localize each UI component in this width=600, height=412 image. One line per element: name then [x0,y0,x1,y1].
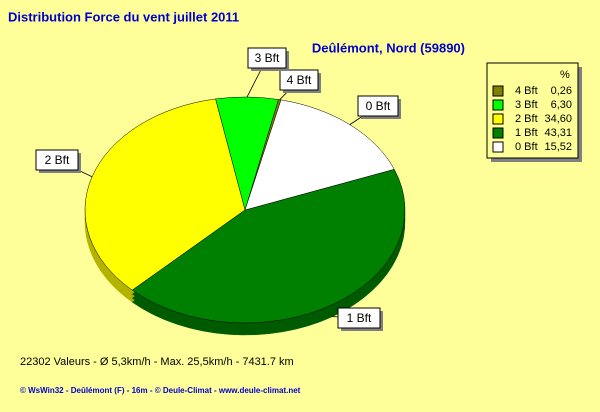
legend-value: 6,30 [551,99,572,111]
label-box [357,95,399,117]
slice-label: 2 Bft [45,153,70,167]
legend-value: 0,26 [551,85,572,97]
legend-label: 4 Bft [515,85,538,97]
chart-title: Distribution Force du vent juillet 2011 [8,9,239,24]
legend-value: 34,60 [544,113,572,125]
label-box [337,307,381,329]
footer-stats: 22302 Valeurs - Ø 5,3km/h - Max. 25,5km/… [20,356,294,368]
slice-label: 3 Bft [255,51,280,65]
legend-value: 43,31 [544,127,572,139]
legend-label: 0 Bft [515,141,538,153]
slice [244,99,395,211]
legend-header: % [560,69,570,81]
label-box [279,69,319,91]
legend-label: 2 Bft [515,113,538,125]
slice-label: 0 Bft [366,99,391,113]
chart-subtitle: Deûlémont, Nord (59890) [312,40,465,55]
legend-swatch [492,85,504,97]
legend-swatch [492,113,504,125]
label-box [35,149,79,171]
legend-label: 3 Bft [515,99,538,111]
legend-label: 1 Bft [515,127,538,139]
legend-value: 15,52 [544,141,572,153]
legend-swatch [492,141,504,153]
label-box [247,47,287,69]
slice-label: 1 Bft [347,311,372,325]
slice-label: 4 Bft [287,73,312,87]
slice [131,168,406,324]
legend-swatch [492,99,504,111]
footer-credits: © WsWin32 - Deûlémont (F) - 16m - © Deul… [20,386,301,395]
legend-swatch [492,127,504,139]
